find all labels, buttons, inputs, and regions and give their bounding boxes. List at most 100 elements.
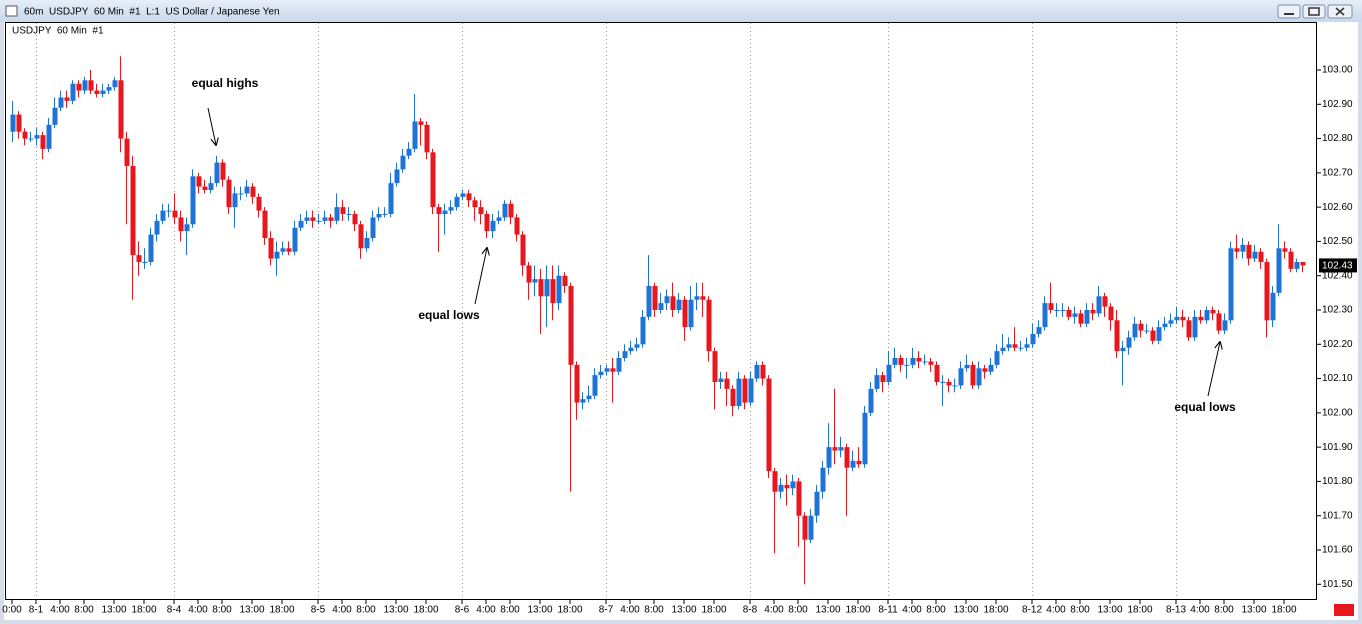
candle-body bbox=[418, 121, 424, 125]
candle-body bbox=[916, 358, 922, 362]
candle-body bbox=[664, 296, 670, 304]
candle-body bbox=[598, 371, 604, 376]
chart-title: USDJPY 60 Min #1 bbox=[12, 26, 104, 37]
x-tick-label: 8:00 bbox=[500, 605, 520, 616]
candle-body bbox=[1258, 251, 1264, 262]
candle-body bbox=[10, 114, 16, 132]
candle-body bbox=[544, 279, 550, 297]
candle-body bbox=[196, 176, 202, 187]
candle-body bbox=[1048, 303, 1054, 310]
candle-body bbox=[424, 124, 430, 153]
candle-body bbox=[928, 361, 934, 365]
candle-body bbox=[790, 481, 796, 489]
candle-body bbox=[226, 179, 232, 208]
candle-body bbox=[646, 286, 652, 317]
candle-body bbox=[220, 162, 226, 180]
candle-body bbox=[1168, 320, 1174, 324]
x-tick-label: 8:00 bbox=[356, 605, 376, 616]
candle-body bbox=[616, 358, 622, 372]
candle-body bbox=[1000, 347, 1006, 352]
candle-body bbox=[622, 351, 628, 358]
candle-body bbox=[16, 114, 22, 132]
candle-body bbox=[466, 193, 472, 201]
x-tick-label: 13:00 bbox=[101, 605, 126, 616]
x-tick-label: 4:00 bbox=[902, 605, 922, 616]
candle-body bbox=[154, 220, 160, 235]
candle-body bbox=[1234, 248, 1240, 252]
candle-body bbox=[1216, 313, 1222, 331]
x-tick-label: 8-13 bbox=[1166, 605, 1186, 616]
candle-body bbox=[610, 368, 616, 372]
annotation: equal lows bbox=[1174, 400, 1236, 414]
candle-body bbox=[358, 224, 364, 249]
window-buttons[interactable] bbox=[1277, 4, 1353, 19]
y-tick-label: 102.00 bbox=[1322, 407, 1353, 418]
y-tick-label: 102.80 bbox=[1322, 133, 1353, 144]
candle-body bbox=[574, 364, 580, 403]
candle-body bbox=[1246, 244, 1252, 259]
x-tick-label: 18:00 bbox=[983, 605, 1008, 616]
candle-body bbox=[688, 299, 694, 328]
annotation-arrow bbox=[207, 107, 216, 145]
candle-body bbox=[1210, 310, 1216, 314]
y-tick-label: 102.30 bbox=[1322, 305, 1353, 316]
candle-body bbox=[700, 296, 706, 300]
candle-body bbox=[394, 169, 400, 184]
candle-body bbox=[382, 214, 388, 215]
title-bar bbox=[0, 0, 1362, 22]
candle-body bbox=[388, 183, 394, 214]
candle-body bbox=[982, 368, 988, 372]
y-tick-label: 101.50 bbox=[1322, 579, 1353, 590]
x-tick-label: 8-4 bbox=[167, 605, 182, 616]
candle-body bbox=[1012, 344, 1018, 348]
candle-body bbox=[436, 207, 442, 214]
x-tick-label: 8:00 bbox=[644, 605, 664, 616]
chart-panel bbox=[4, 22, 1358, 620]
candle-body bbox=[778, 484, 784, 492]
candle-body bbox=[1072, 313, 1078, 317]
candle-body bbox=[112, 80, 118, 88]
candle-body bbox=[640, 316, 646, 345]
x-tick-label: 8-5 bbox=[311, 605, 326, 616]
candle-body bbox=[964, 364, 970, 369]
candle-body bbox=[310, 217, 316, 221]
candle-body bbox=[478, 207, 484, 214]
candle-body bbox=[1108, 306, 1114, 321]
candle-body bbox=[34, 135, 40, 139]
candle-body bbox=[1054, 310, 1060, 311]
candle-body bbox=[1006, 344, 1012, 348]
x-tick-label: 8-11 bbox=[878, 605, 898, 616]
candle-body bbox=[1300, 262, 1306, 266]
candle-body bbox=[1192, 316, 1198, 338]
x-tick-label: 13:00 bbox=[953, 605, 978, 616]
minimize-button[interactable] bbox=[1277, 4, 1301, 19]
candle-body bbox=[706, 299, 712, 352]
x-tick-label: 4:00 bbox=[620, 605, 640, 616]
candle-body bbox=[148, 234, 154, 262]
restore-button[interactable] bbox=[1302, 4, 1326, 19]
x-tick-label: 4:00 bbox=[188, 605, 208, 616]
candle-body bbox=[1228, 248, 1234, 321]
candle-body bbox=[484, 214, 490, 232]
candle-body bbox=[316, 220, 322, 222]
candle-body bbox=[976, 368, 982, 386]
candle-body bbox=[658, 303, 664, 310]
candle-body bbox=[952, 385, 958, 387]
candle-body bbox=[868, 388, 874, 413]
y-tick-label: 103.00 bbox=[1322, 65, 1353, 76]
candle-body bbox=[364, 238, 370, 249]
candle-body bbox=[88, 80, 94, 91]
candle-body bbox=[304, 217, 310, 221]
y-tick-label: 102.90 bbox=[1322, 99, 1353, 110]
candle-body bbox=[766, 378, 772, 472]
annotation: equal lows bbox=[418, 308, 480, 322]
candle-body bbox=[64, 97, 70, 101]
candle-body bbox=[352, 214, 358, 225]
candle-body bbox=[814, 491, 820, 516]
candle-body bbox=[772, 471, 778, 492]
candle-body bbox=[742, 378, 748, 403]
x-tick-label: 13:00 bbox=[671, 605, 696, 616]
candle-body bbox=[628, 347, 634, 352]
candle-body bbox=[1264, 262, 1270, 321]
candle-body bbox=[586, 395, 592, 400]
